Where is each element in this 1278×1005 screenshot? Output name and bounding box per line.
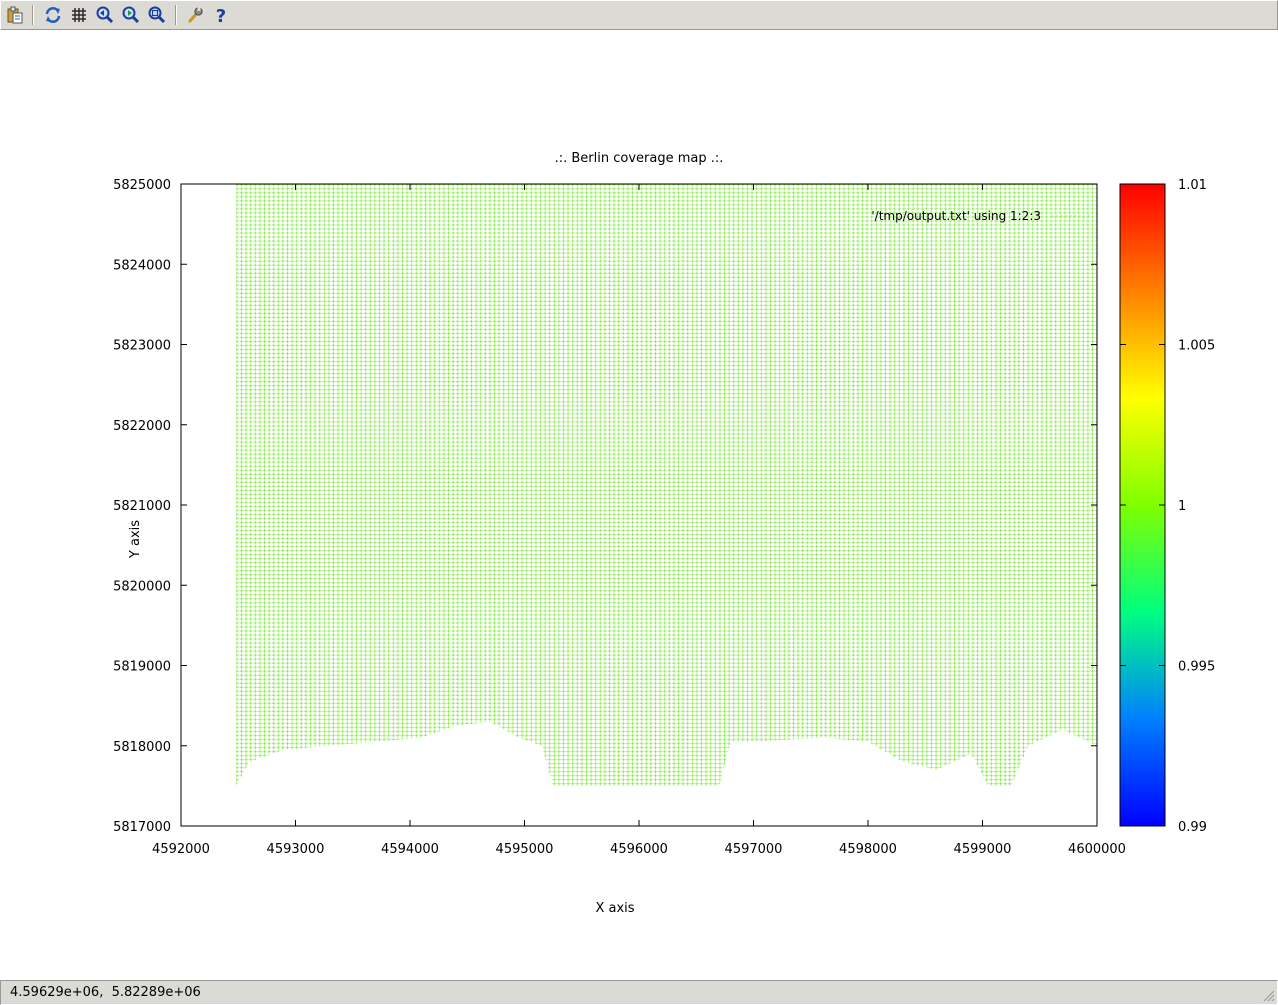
- colorbar-labels: 0.99 0.995 1 1.005 1.01: [1178, 178, 1215, 835]
- clipboard-icon[interactable]: [5, 5, 25, 25]
- y-tick-label: 5817000: [113, 820, 171, 835]
- colorbar-tick-label: 0.99: [1178, 820, 1207, 835]
- y-tick-label: 5822000: [113, 419, 171, 434]
- status-bar: 4.59629e+06, 5.82289e+06: [0, 980, 1278, 1005]
- colorbar-tick-label: 1.01: [1178, 178, 1207, 193]
- x-tick-label: 4600000: [1068, 842, 1126, 857]
- legend-label: '/tmp/output.txt' using 1:2:3: [871, 209, 1041, 223]
- cursor-coordinates: 4.59629e+06, 5.82289e+06: [10, 985, 201, 1000]
- y-tick-label: 5821000: [113, 499, 171, 514]
- colorbar-tick-label: 1.005: [1178, 339, 1215, 354]
- y-tick-labels: 5817000 5818000 5819000 5820000 5821000 58220…: [113, 178, 171, 835]
- x-tick-labels: 4592000 4593000 4594000 4595000 4596000 45970…: [152, 842, 1126, 857]
- zoom-back-icon[interactable]: [95, 5, 115, 25]
- y-tick-label: 5824000: [113, 258, 171, 273]
- colorbar-ticks: [1120, 183, 1165, 827]
- zoom-forward-icon[interactable]: [121, 5, 141, 25]
- resize-grip-icon[interactable]: [1261, 988, 1275, 1002]
- x-tick-label: 4594000: [381, 842, 439, 857]
- refresh-icon[interactable]: [43, 5, 63, 25]
- plot-area[interactable]: 4592000 4593000 4594000 4595000 4596000 45970…: [0, 30, 1278, 978]
- x-tick-label: 4599000: [954, 842, 1012, 857]
- y-tick-label: 5825000: [113, 178, 171, 193]
- x-tick-label: 4597000: [725, 842, 783, 857]
- wrench-icon[interactable]: [185, 5, 205, 25]
- x-tick-label: 4593000: [267, 842, 325, 857]
- x-tick-label: 4598000: [839, 842, 897, 857]
- x-tick-label: 4592000: [152, 842, 210, 857]
- colorbar-tick-label: 0.995: [1178, 660, 1215, 675]
- zoom-reset-icon[interactable]: [147, 5, 167, 25]
- colorbar-box: [1119, 183, 1166, 827]
- help-icon[interactable]: ?: [211, 5, 231, 27]
- y-tick-label: 5820000: [113, 579, 171, 594]
- toolbar-separator: [175, 5, 177, 25]
- svg-text:?: ?: [216, 6, 226, 25]
- y-axis-label: Y axis: [128, 520, 143, 559]
- coverage-points: [236, 184, 1097, 786]
- x-tick-label: 4596000: [610, 842, 668, 857]
- chart-title: .:. Berlin coverage map .:.: [555, 151, 724, 166]
- x-axis-label: X axis: [595, 901, 634, 916]
- toolbar-separator: [32, 5, 34, 25]
- y-tick-label: 5819000: [113, 660, 171, 675]
- coverage-layer: [236, 184, 1097, 786]
- legend: '/tmp/output.txt' using 1:2:3: [871, 209, 1092, 223]
- y-tick-label: 5823000: [113, 339, 171, 354]
- toolbar: ?: [0, 0, 1278, 30]
- colorbar: 0.99 0.995 1 1.005 1.01: [1119, 178, 1215, 835]
- x-tick-label: 4595000: [496, 842, 554, 857]
- grid-icon[interactable]: [69, 5, 89, 25]
- colorbar-tick-label: 1: [1178, 499, 1186, 514]
- chart[interactable]: 4592000 4593000 4594000 4595000 4596000 45970…: [0, 30, 1278, 978]
- axis-ticks: [180, 183, 1098, 827]
- y-tick-label: 5818000: [113, 740, 171, 755]
